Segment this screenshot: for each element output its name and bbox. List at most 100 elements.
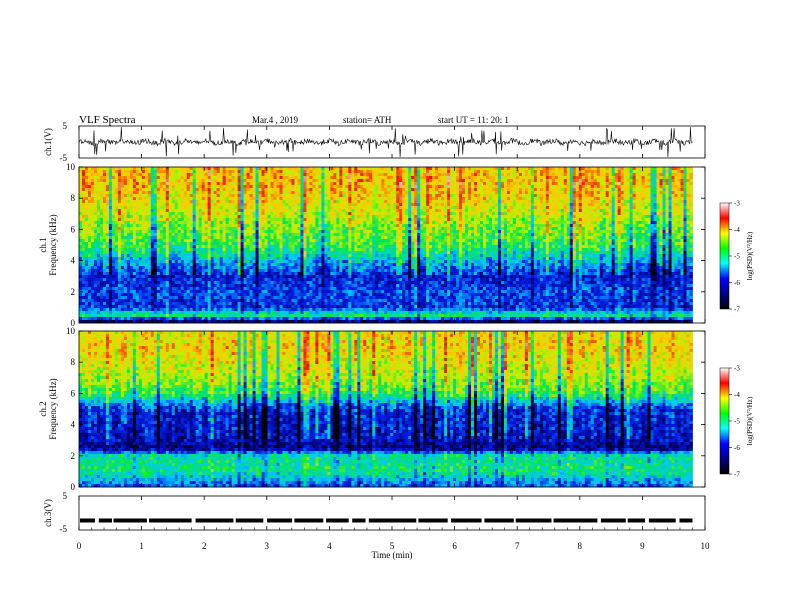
spectrogram-cell <box>477 191 481 195</box>
spectrogram-cell <box>180 200 185 204</box>
spectrogram-cell <box>138 182 143 186</box>
spectrogram-cell <box>659 173 663 177</box>
spectrogram-cell <box>84 221 89 225</box>
spectrogram-cell <box>483 233 487 237</box>
spectrogram-cell <box>644 185 648 189</box>
spectrogram-cell <box>180 233 185 237</box>
spectrogram-cell <box>509 215 514 219</box>
spectrogram-cell <box>150 236 155 240</box>
spectrogram-cell <box>429 203 433 207</box>
spectrogram-cell <box>129 215 134 219</box>
spectrogram-cell <box>348 233 352 237</box>
spectrogram-cell <box>623 212 628 216</box>
spectrogram-cell <box>225 203 230 207</box>
spectrogram-cell <box>156 182 161 186</box>
spec1-row <box>79 173 693 177</box>
spectrogram-cell <box>285 182 289 186</box>
spectrogram-cell <box>285 194 289 198</box>
spectrogram-cell <box>566 167 571 171</box>
spectrogram-cell <box>596 236 601 240</box>
spectrogram-cell <box>518 230 523 234</box>
spectrogram-cell <box>405 233 409 237</box>
spectrogram-cell <box>408 230 412 234</box>
spectrogram-cell <box>303 215 307 219</box>
spectrogram-cell <box>527 236 532 240</box>
spectrogram-cell <box>629 176 634 180</box>
spectrogram-cell <box>420 212 424 216</box>
spectrogram-cell <box>411 173 415 177</box>
spectrogram-cell <box>608 197 613 201</box>
spectrogram-cell <box>195 239 200 243</box>
spectrogram-cell <box>309 230 313 234</box>
spectrogram-cell <box>255 227 259 231</box>
spectrogram-cell <box>273 188 277 192</box>
spectrogram-cell <box>477 194 481 198</box>
spectrogram-cell <box>138 197 143 201</box>
spectrogram-cell <box>132 209 137 213</box>
spectrogram-cell <box>494 194 499 198</box>
spectrogram-cell <box>288 197 292 201</box>
spectrogram-cell <box>471 227 475 231</box>
spectrogram-cell <box>545 197 550 201</box>
spectrogram-cell <box>545 224 550 228</box>
spectrogram-cell <box>201 176 206 180</box>
spectrogram-cell <box>480 203 484 207</box>
spectrogram-cell <box>342 182 346 186</box>
spectrogram-cell <box>485 179 490 183</box>
spectrogram-cell <box>441 185 445 189</box>
spectrogram-cell <box>339 233 343 237</box>
spectrogram-cell <box>423 212 427 216</box>
spectrogram-cell <box>273 197 277 201</box>
spectrogram-cell <box>309 200 313 204</box>
spectrogram-cell <box>249 221 253 225</box>
spectrogram-cell <box>626 212 631 216</box>
spectrogram-cell <box>297 215 301 219</box>
spectrogram-cell <box>348 185 352 189</box>
spectrogram-cell <box>270 233 274 237</box>
spectrogram-cell <box>87 191 92 195</box>
spectrogram-cell <box>381 236 385 240</box>
spectrogram-cell <box>653 224 657 228</box>
spectrogram-cell <box>252 227 256 231</box>
spectrogram-cell <box>363 203 367 207</box>
spectrogram-cell <box>551 221 556 225</box>
spectrogram-cell <box>453 191 457 195</box>
spectrogram-cell <box>462 236 466 240</box>
spectrogram-cell <box>264 233 268 237</box>
spectrogram-cell <box>129 200 134 204</box>
spectrogram-cell <box>123 209 128 213</box>
spectrogram-cell <box>450 167 454 171</box>
spectrogram-cell <box>683 203 687 207</box>
spectrogram-cell <box>330 221 334 225</box>
spectrogram-cell <box>165 215 170 219</box>
spectrogram-cell <box>647 221 651 225</box>
spectrogram-cell <box>485 173 490 177</box>
spectrogram-cell <box>542 212 547 216</box>
spectrogram-cell <box>426 197 430 201</box>
spectrogram-cell <box>462 185 466 189</box>
spectrogram-cell <box>569 188 574 192</box>
spectrogram-cell <box>279 176 283 180</box>
spectrogram-cell <box>500 176 505 180</box>
spectrogram-cell <box>584 188 589 192</box>
spectrogram-cell <box>626 230 631 234</box>
spectrogram-cell <box>177 185 182 189</box>
spectrogram-cell <box>614 176 619 180</box>
spectrogram-cell <box>483 230 487 234</box>
spectrogram-cell <box>444 197 448 201</box>
spectrogram-cell <box>474 173 478 177</box>
spectrogram-cell <box>79 188 83 192</box>
spectrogram-cell <box>435 218 439 222</box>
spectrogram-cell <box>506 206 511 210</box>
spectrogram-cell <box>357 182 361 186</box>
spectrogram-cell <box>608 215 613 219</box>
spectrogram-cell <box>147 200 152 204</box>
spectrogram-cell <box>405 179 409 183</box>
spectrogram-cell <box>557 230 562 234</box>
spectrogram-cell <box>174 206 179 210</box>
spectrogram-cell <box>632 227 637 231</box>
spectrogram-cell <box>581 233 586 237</box>
spectrogram-cell <box>261 233 265 237</box>
spectrogram-cell <box>285 236 289 240</box>
spectrogram-cell <box>321 185 325 189</box>
